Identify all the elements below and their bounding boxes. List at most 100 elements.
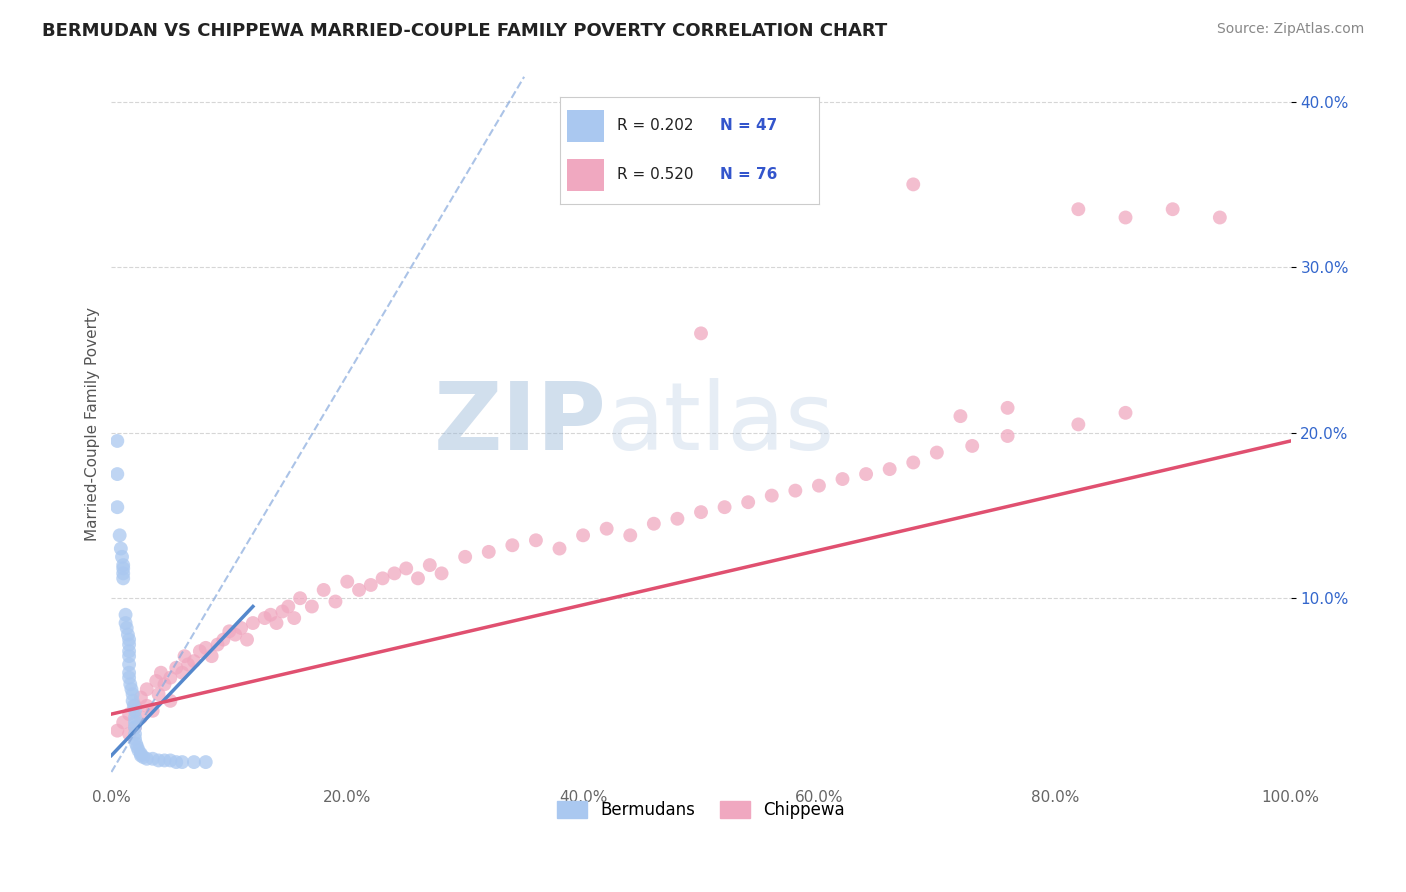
Point: [1067, 202, 1090, 217]
Point: [201, 649, 224, 664]
Point: [118, 665, 141, 680]
Point: [172, 665, 194, 680]
Point: [183, 654, 205, 668]
Point: [118, 657, 141, 672]
Point: [229, 621, 252, 635]
Point: [312, 582, 335, 597]
Point: [325, 594, 347, 608]
Point: [153, 754, 176, 768]
Point: [406, 571, 429, 585]
Point: [165, 661, 187, 675]
Point: [277, 599, 299, 614]
Point: [949, 409, 972, 424]
Point: [148, 754, 170, 768]
Point: [129, 690, 152, 705]
Point: [360, 578, 382, 592]
Point: [118, 649, 141, 664]
Point: [124, 720, 146, 734]
Point: [643, 516, 665, 531]
Point: [1115, 211, 1137, 225]
Point: [831, 472, 853, 486]
Point: [124, 710, 146, 724]
Point: [384, 566, 406, 581]
Point: [183, 755, 205, 769]
Point: [761, 489, 783, 503]
Point: [135, 698, 157, 713]
Point: [737, 495, 759, 509]
Point: [478, 545, 501, 559]
Point: [149, 665, 172, 680]
Point: [785, 483, 807, 498]
Point: [288, 591, 311, 606]
Text: Source: ZipAtlas.com: Source: ZipAtlas.com: [1216, 22, 1364, 37]
Point: [395, 561, 418, 575]
Point: [112, 558, 135, 573]
Point: [212, 632, 235, 647]
Point: [336, 574, 359, 589]
Point: [117, 627, 139, 641]
Point: [124, 715, 146, 730]
Text: ZIP: ZIP: [434, 378, 606, 470]
Point: [548, 541, 571, 556]
Point: [371, 571, 394, 585]
Point: [124, 727, 146, 741]
Point: [430, 566, 453, 581]
Point: [165, 755, 187, 769]
Point: [224, 627, 246, 641]
Point: [347, 582, 370, 597]
Point: [128, 743, 150, 757]
Point: [266, 615, 288, 630]
Point: [142, 704, 165, 718]
Point: [903, 178, 925, 192]
Point: [105, 723, 128, 738]
Point: [129, 747, 152, 761]
Point: [153, 677, 176, 691]
Point: [855, 467, 877, 481]
Point: [807, 478, 830, 492]
Point: [236, 632, 259, 647]
Point: [218, 624, 240, 639]
Point: [112, 561, 135, 575]
Point: [124, 704, 146, 718]
Point: [118, 727, 141, 741]
Point: [145, 673, 167, 688]
Point: [997, 429, 1019, 443]
Text: atlas: atlas: [606, 378, 835, 470]
Point: [124, 698, 146, 713]
Point: [118, 644, 141, 658]
Point: [666, 512, 689, 526]
Point: [121, 687, 143, 701]
Point: [242, 615, 264, 630]
Point: [132, 750, 155, 764]
Point: [148, 687, 170, 701]
Point: [114, 607, 136, 622]
Point: [125, 737, 148, 751]
Point: [283, 611, 305, 625]
Point: [110, 541, 132, 556]
Point: [118, 632, 141, 647]
Point: [120, 682, 142, 697]
Point: [960, 439, 983, 453]
Point: [997, 401, 1019, 415]
Point: [194, 755, 217, 769]
Point: [207, 638, 229, 652]
Point: [253, 611, 276, 625]
Point: [690, 505, 713, 519]
Y-axis label: Married-Couple Family Poverty: Married-Couple Family Poverty: [86, 308, 100, 541]
Point: [454, 549, 477, 564]
Point: [111, 549, 134, 564]
Point: [121, 694, 143, 708]
Point: [524, 533, 547, 548]
Point: [129, 748, 152, 763]
Point: [194, 640, 217, 655]
Point: [172, 755, 194, 769]
Point: [188, 644, 211, 658]
Point: [114, 615, 136, 630]
Point: [105, 500, 128, 515]
Point: [177, 657, 200, 672]
Point: [903, 455, 925, 469]
Point: [105, 434, 128, 448]
Point: [118, 707, 141, 722]
Point: [124, 720, 146, 734]
Point: [879, 462, 901, 476]
